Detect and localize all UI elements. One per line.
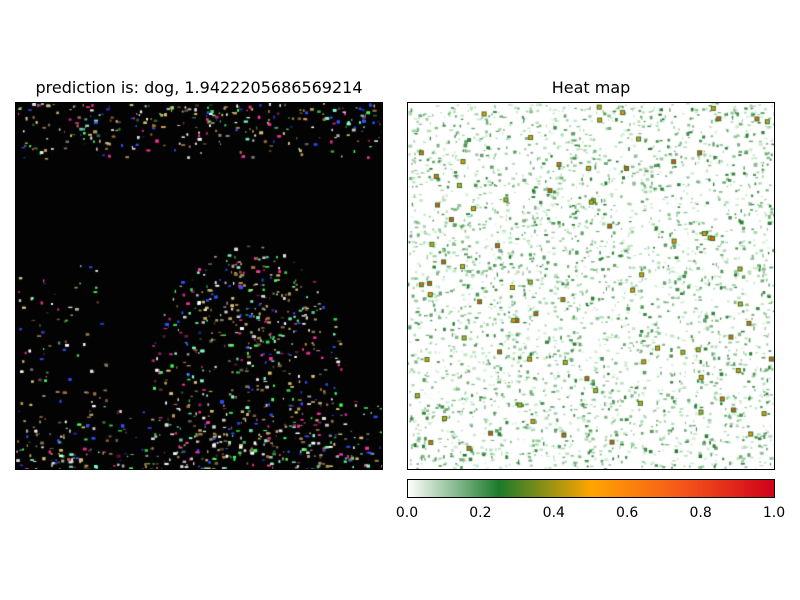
colorbar-tick-label: 0.4 — [542, 505, 565, 521]
left-panel-title: prediction is: dog, 1.9422205686569214 — [35, 78, 363, 97]
colorbar-tick-label: 1.0 — [762, 505, 786, 521]
noisy-cat-image — [16, 103, 382, 469]
heatmap-frame — [407, 102, 775, 470]
heatmap-title: Heat map — [551, 78, 631, 97]
input-image-frame — [15, 102, 383, 470]
colorbar-tick-label: 0.0 — [395, 505, 419, 521]
heatmap-image — [408, 103, 774, 469]
colorbar-tick-label: 0.2 — [469, 505, 492, 521]
colorbar — [407, 479, 775, 498]
colorbar-tick-label: 0.6 — [616, 505, 639, 521]
colorbar-tick-label: 0.8 — [689, 505, 712, 521]
